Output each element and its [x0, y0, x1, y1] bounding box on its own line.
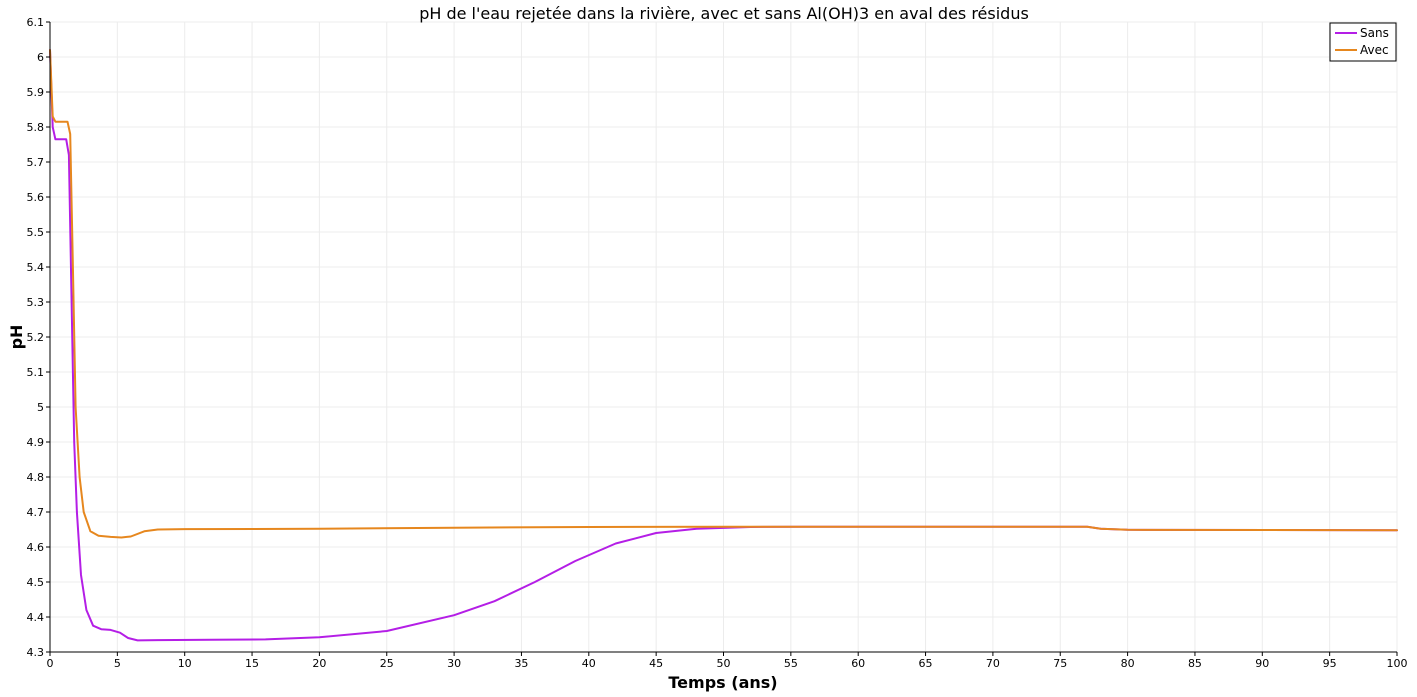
x-tick-label: 10 [178, 657, 192, 670]
x-tick-label: 35 [514, 657, 528, 670]
y-tick-label: 5.2 [27, 331, 45, 344]
axes [46, 21, 1398, 656]
x-tick-label: 40 [582, 657, 596, 670]
x-tick-label: 20 [312, 657, 326, 670]
y-tick-label: 4.4 [27, 611, 45, 624]
y-tick-label: 6 [37, 51, 44, 64]
x-tick-label: 15 [245, 657, 259, 670]
y-tick-label: 5.7 [27, 156, 45, 169]
x-tick-label: 60 [851, 657, 865, 670]
y-tick-label: 5 [37, 401, 44, 414]
y-axis-label: pH [7, 325, 26, 350]
legend-label-sans: Sans [1360, 26, 1389, 40]
y-tick-label: 5.4 [27, 261, 45, 274]
y-tick-label: 4.7 [27, 506, 45, 519]
legend-label-avec: Avec [1360, 43, 1389, 57]
x-tick-label: 55 [784, 657, 798, 670]
x-tick-label: 25 [380, 657, 394, 670]
x-tick-label: 80 [1121, 657, 1135, 670]
y-tick-label: 6.1 [27, 16, 45, 29]
x-tick-label: 85 [1188, 657, 1202, 670]
x-tick-label: 0 [47, 657, 54, 670]
y-tick-label: 5.8 [27, 121, 45, 134]
tick-labels: 0 5 10 15 20 25 30 35 40 45 50 55 60 65 70 75 80 85 90 95 10… [27, 16, 1408, 670]
y-tick-label: 5.1 [27, 366, 45, 379]
x-tick-label: 70 [986, 657, 1000, 670]
y-tick-label: 4.9 [27, 436, 45, 449]
y-tick-label: 4.3 [27, 646, 45, 659]
x-tick-label: 30 [447, 657, 461, 670]
legend-box [1329, 22, 1397, 62]
x-tick-label: 65 [919, 657, 933, 670]
y-tick-label: 4.8 [27, 471, 45, 484]
x-tick-label: 5 [114, 657, 121, 670]
legend: Sans Avec [1329, 22, 1397, 62]
y-tick-label: 5.9 [27, 86, 45, 99]
y-tick-label: 5.6 [27, 191, 45, 204]
y-tick-label: 5.5 [27, 226, 45, 239]
series-layer [49, 49, 1398, 642]
chart-title: pH de l'eau rejetée dans la rivière, ave… [419, 4, 1029, 23]
y-tick-label: 4.6 [27, 541, 45, 554]
y-tick-label: 4.5 [27, 576, 45, 589]
y-tick-label: 5.3 [27, 296, 45, 309]
x-tick-label: 75 [1053, 657, 1067, 670]
x-axis-label: Temps (ans) [668, 673, 777, 692]
x-tick-label: 100 [1387, 657, 1408, 670]
grid-lines [49, 21, 1398, 653]
series-line-avec [49, 49, 1398, 539]
x-tick-label: 45 [649, 657, 663, 670]
x-tick-label: 95 [1323, 657, 1337, 670]
x-tick-label: 90 [1255, 657, 1269, 670]
x-tick-label: 50 [717, 657, 731, 670]
